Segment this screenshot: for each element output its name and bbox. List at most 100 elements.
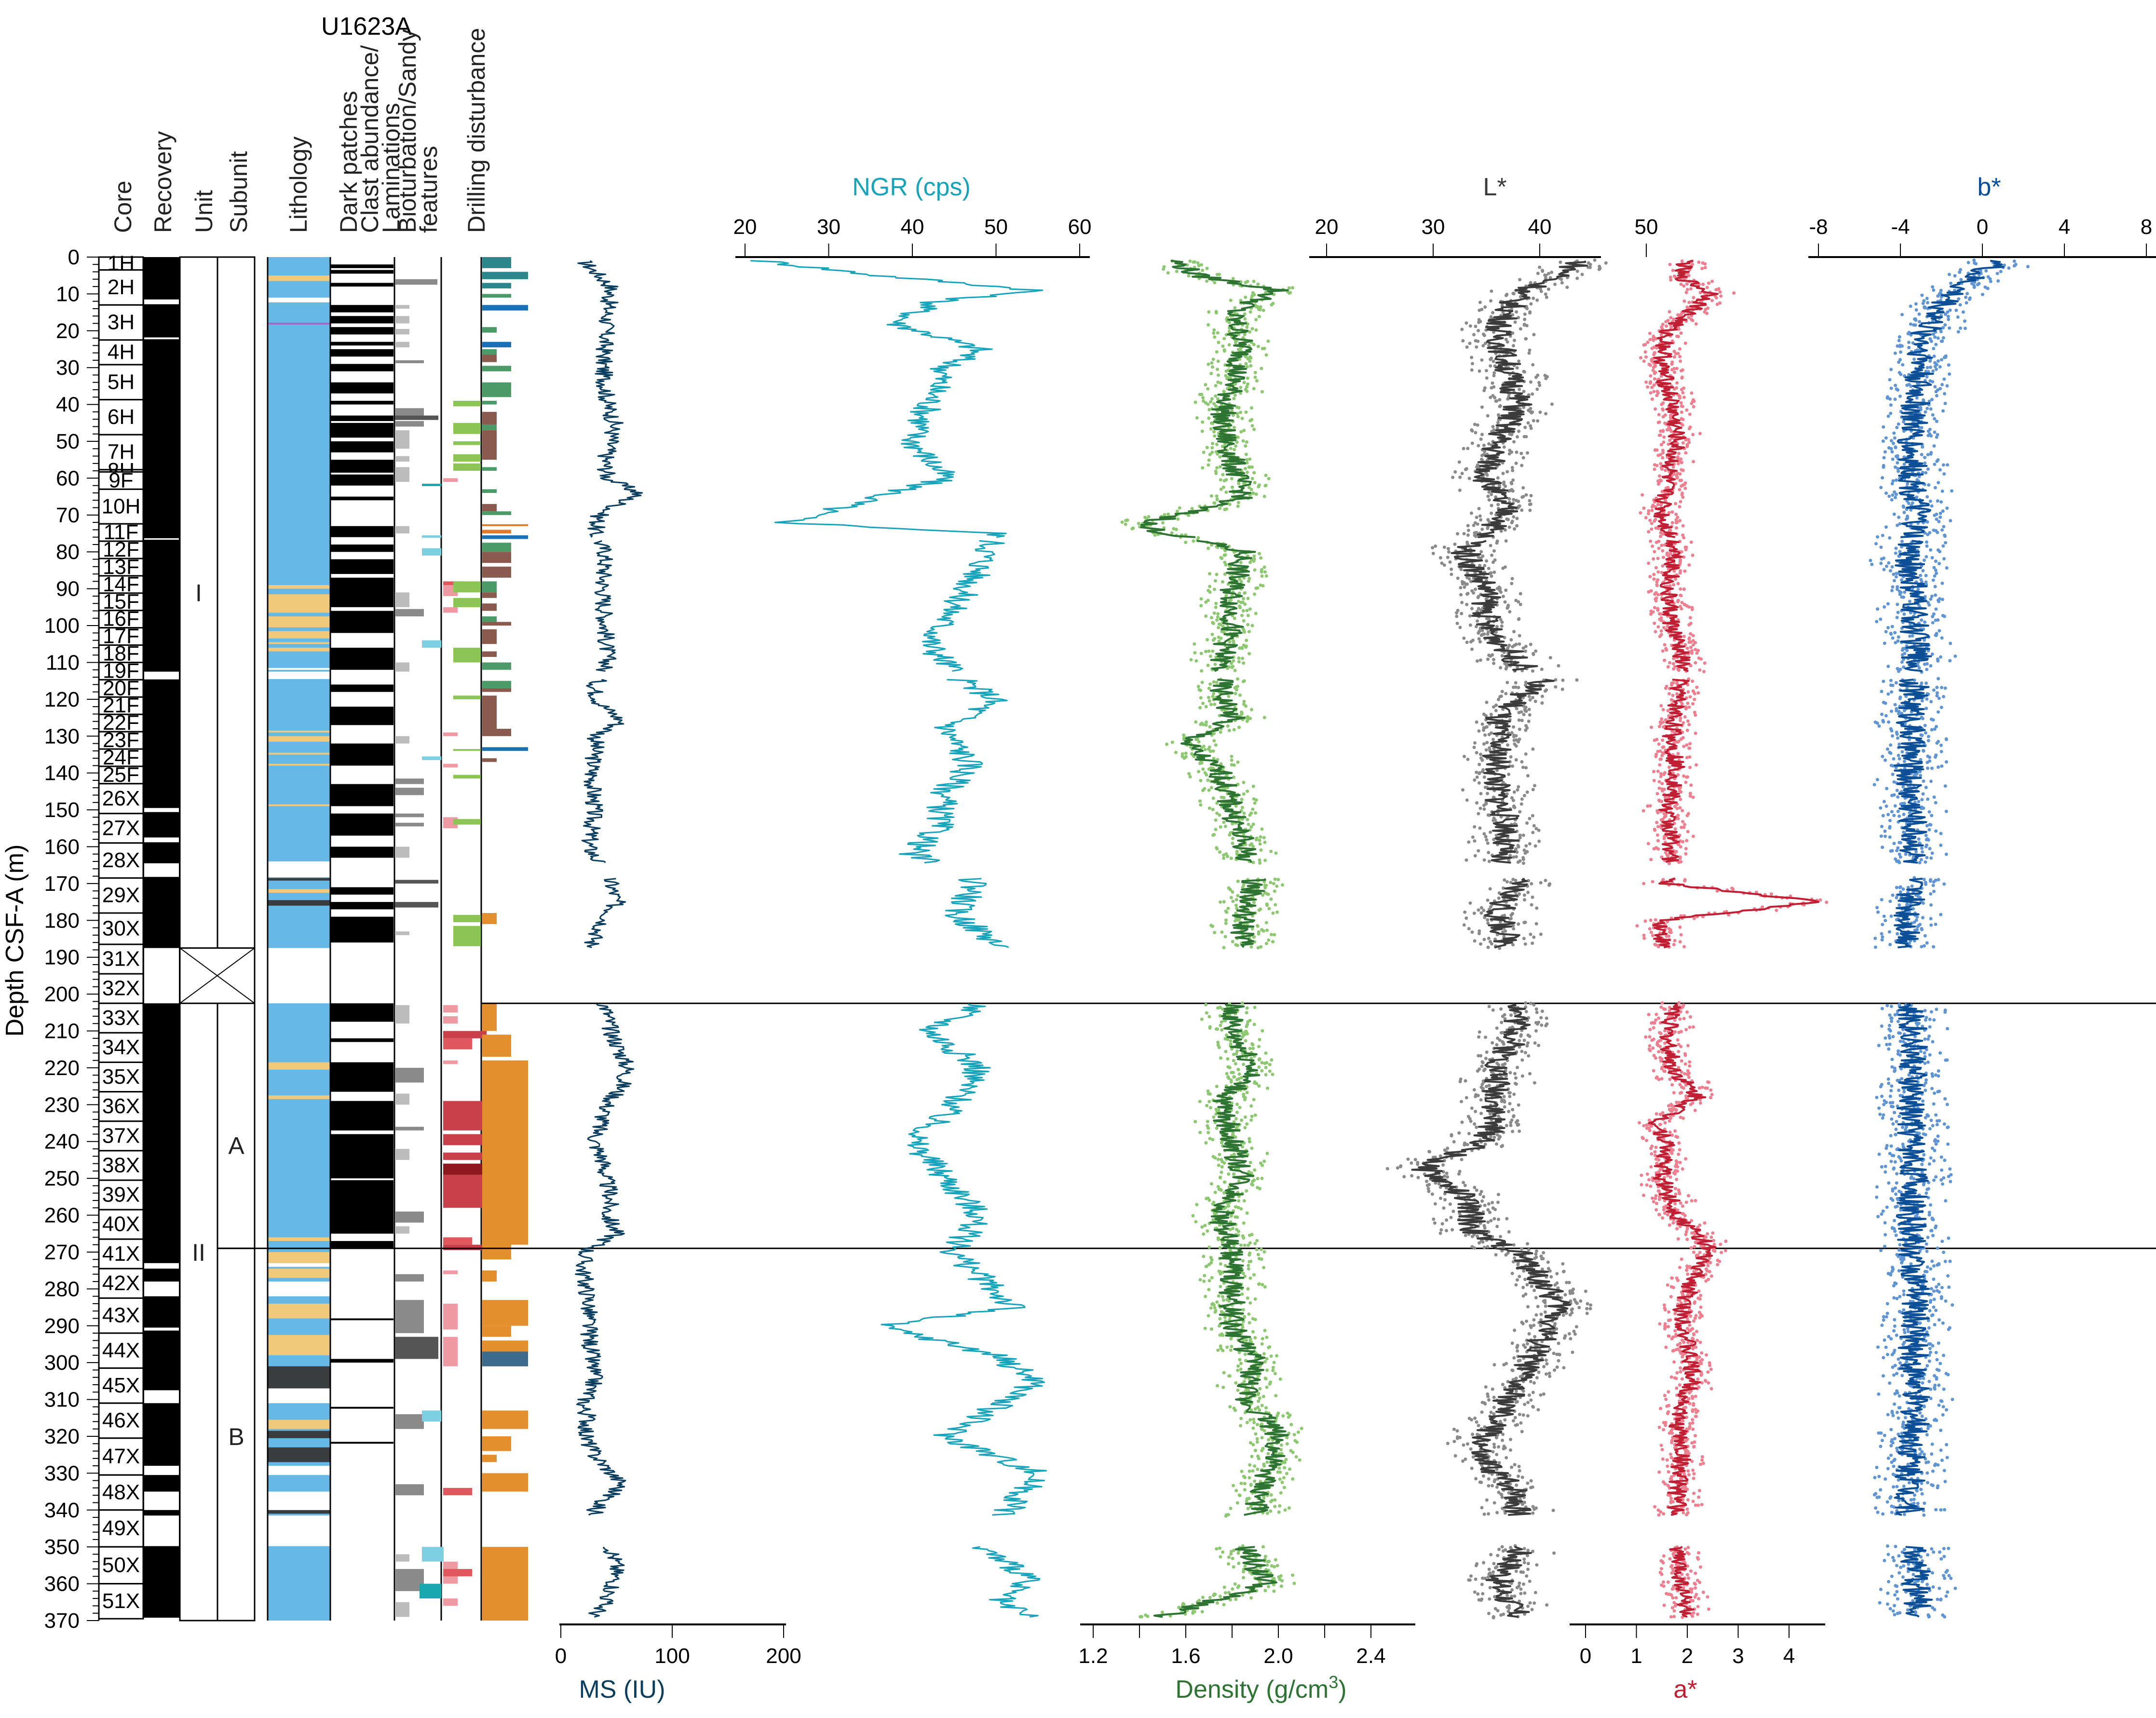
data-point — [1281, 1414, 1285, 1418]
data-point — [1491, 1450, 1495, 1454]
data-point — [1471, 1432, 1475, 1436]
data-point — [1487, 1568, 1491, 1571]
data-point — [1469, 640, 1473, 644]
data-point — [1511, 799, 1515, 803]
dark-patch — [331, 743, 393, 766]
data-point — [1483, 1226, 1487, 1230]
data-point — [1716, 287, 1720, 291]
data-point — [1273, 1504, 1277, 1508]
data-point — [1509, 755, 1513, 759]
data-point — [1457, 1172, 1461, 1176]
data-point — [1505, 880, 1509, 884]
data-point — [1473, 939, 1477, 943]
data-point — [1486, 945, 1490, 949]
recovery-gap — [144, 1466, 179, 1475]
drilling-disturbance-bar — [482, 581, 497, 593]
data-point — [1571, 1307, 1574, 1311]
data-point — [1207, 323, 1210, 327]
data-point — [1207, 699, 1211, 703]
data-point — [1483, 450, 1487, 453]
data-point — [1526, 1568, 1530, 1571]
data-point — [1489, 544, 1492, 547]
data-point — [1484, 368, 1488, 372]
data-point — [1205, 279, 1209, 283]
data-point — [1470, 368, 1474, 372]
data-point — [1239, 1362, 1243, 1365]
data-point — [1221, 625, 1225, 628]
data-point — [1226, 855, 1230, 859]
clast-abundance — [395, 1336, 438, 1359]
core-label: 18F — [103, 642, 139, 666]
data-point — [1522, 390, 1526, 394]
data-point — [1274, 851, 1278, 855]
data-point — [1255, 1239, 1259, 1242]
bioturbation-bar — [443, 1336, 458, 1366]
data-point — [1516, 1263, 1520, 1267]
dark-patch — [331, 460, 393, 473]
dark-patch — [331, 559, 393, 574]
data-point — [1539, 289, 1543, 293]
data-point — [1246, 623, 1250, 627]
lamination — [422, 535, 441, 538]
data-point — [1239, 1481, 1243, 1485]
data-point — [1218, 1333, 1222, 1337]
data-point — [1467, 1132, 1471, 1135]
data-point — [1458, 1080, 1462, 1084]
data-point — [1243, 1475, 1247, 1479]
axis-tick-label: 200 — [766, 1644, 801, 1668]
data-point — [1247, 1321, 1251, 1324]
core-box — [98, 540, 144, 559]
data-point — [1234, 688, 1238, 692]
data-point — [1474, 625, 1478, 628]
column-headers: Core Recovery Unit Subunit Lithology Dark pat… — [109, 28, 490, 233]
data-point — [1247, 465, 1251, 469]
data-point — [1494, 1436, 1498, 1440]
drilling-disturbance-bar — [482, 695, 497, 729]
data-point — [1242, 792, 1246, 796]
data-point — [1253, 1113, 1257, 1117]
data-point — [1495, 399, 1499, 403]
data-point — [1516, 1065, 1519, 1069]
data-point — [1441, 1163, 1445, 1167]
data-point — [1523, 649, 1527, 653]
dark-patch — [331, 1241, 393, 1249]
data-point — [1213, 930, 1217, 934]
data-point — [1522, 848, 1526, 852]
core-label: 35X — [102, 1065, 140, 1089]
data-point — [1653, 377, 1656, 381]
data-point — [1560, 281, 1564, 285]
data-point — [1201, 420, 1205, 424]
axis-tick-label: 50 — [1635, 215, 1658, 239]
data-point — [1195, 416, 1199, 420]
data-point — [1465, 798, 1469, 802]
data-point — [1208, 654, 1212, 658]
data-point — [1517, 785, 1520, 789]
clast-abundance — [395, 1149, 409, 1160]
data-point — [1577, 1306, 1581, 1309]
clast-abundance — [395, 526, 409, 534]
data-point — [1511, 943, 1515, 947]
data-point — [1213, 662, 1217, 666]
data-point — [1484, 1385, 1488, 1389]
data-point — [1463, 1184, 1467, 1187]
data-point — [1251, 807, 1255, 811]
data-point — [1433, 1221, 1437, 1225]
data-point — [1209, 703, 1213, 707]
data-point — [1521, 646, 1525, 650]
data-point — [1499, 1613, 1503, 1617]
data-point — [1210, 365, 1214, 369]
data-point — [1526, 1562, 1530, 1566]
data-point — [1232, 425, 1236, 429]
data-point — [1477, 444, 1480, 448]
lamination — [422, 548, 441, 556]
data-point — [1247, 579, 1250, 583]
data-point — [1288, 1467, 1292, 1471]
data-point — [1535, 387, 1539, 391]
data-point — [1255, 379, 1259, 383]
depth-tick-label: 120 — [44, 688, 80, 711]
data-point — [1668, 262, 1672, 266]
data-point — [1510, 1465, 1514, 1469]
data-point — [1509, 638, 1513, 642]
data-point — [1253, 801, 1257, 805]
data-point — [1513, 1072, 1517, 1076]
